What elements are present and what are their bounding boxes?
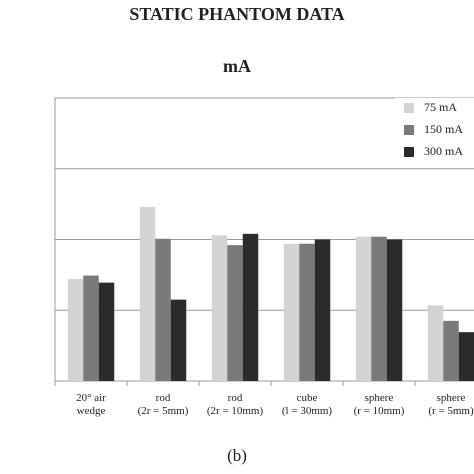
bar bbox=[211, 235, 228, 381]
bar bbox=[155, 238, 171, 381]
bar bbox=[299, 243, 315, 381]
legend-swatch bbox=[404, 103, 414, 113]
bar bbox=[139, 206, 156, 381]
x-tick-label: sphere (r = 10mm) bbox=[353, 392, 405, 417]
caption: (b) bbox=[227, 446, 247, 465]
legend-label: 150 mA bbox=[424, 122, 463, 136]
x-tick-label: cube (l = 30mm) bbox=[281, 392, 333, 417]
bar bbox=[458, 332, 474, 381]
bar bbox=[443, 320, 459, 381]
bar bbox=[170, 299, 187, 381]
chart-title: STATIC PHANTOM DATA bbox=[129, 4, 345, 24]
x-tick-label: rod (2r = 10mm) bbox=[206, 392, 264, 417]
bar bbox=[427, 305, 444, 381]
bar bbox=[227, 245, 243, 381]
x-tick-label: rod (2r = 5mm) bbox=[137, 392, 189, 417]
bar bbox=[98, 282, 115, 381]
bar bbox=[83, 275, 99, 381]
legend-label: 75 mA bbox=[424, 100, 457, 114]
bar bbox=[371, 236, 387, 381]
x-tick-label: 20° air wedge bbox=[76, 392, 106, 417]
bar bbox=[314, 239, 331, 381]
bar bbox=[386, 239, 403, 381]
legend-label: 300 mA bbox=[424, 144, 463, 158]
bar bbox=[67, 279, 84, 381]
bar bbox=[242, 233, 259, 381]
chart-subtitle: mA bbox=[223, 56, 251, 76]
legend-swatch bbox=[404, 125, 414, 135]
legend-swatch bbox=[404, 147, 414, 157]
bar bbox=[355, 236, 372, 381]
bar bbox=[283, 243, 300, 381]
x-tick-label: sphere (r = 5mm) bbox=[428, 392, 474, 417]
